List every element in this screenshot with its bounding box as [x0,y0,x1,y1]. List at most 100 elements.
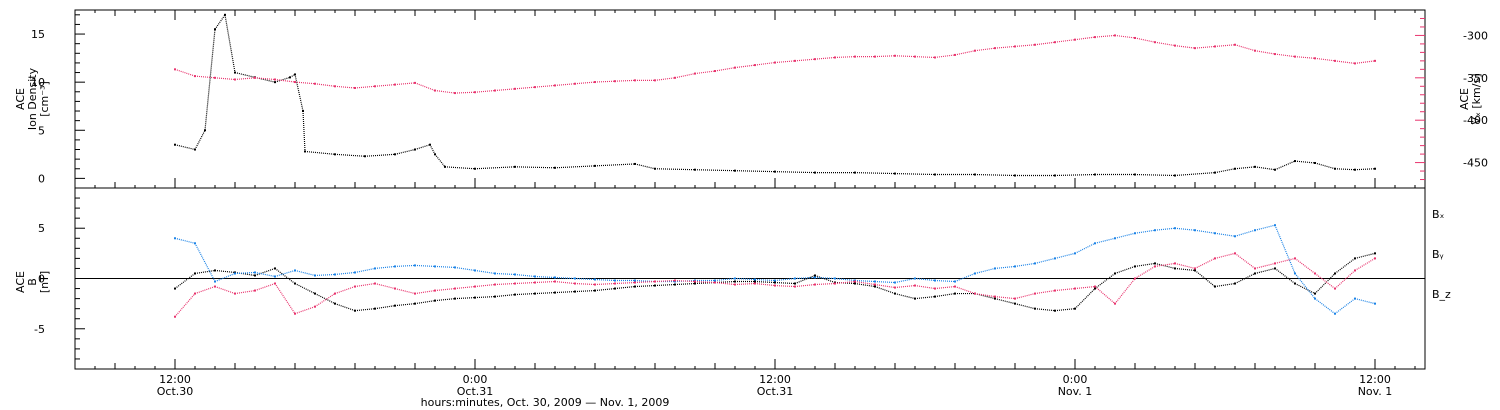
bottom-trace [1294,273,1316,299]
top-trace [934,54,956,59]
bottom-trace [414,264,436,268]
legend-entry: Bₓ [1432,208,1445,221]
bottom-trace [614,281,636,285]
top-trace [1254,166,1276,171]
y-tick-label-top: 15 [31,28,45,41]
bottom-trace [1074,285,1096,290]
top-trace [174,68,196,77]
bottom-trace [894,284,916,289]
bottom-trace [1314,298,1336,315]
bottom-trace [994,296,1016,300]
y-tick-label-bottom: 5 [38,222,45,235]
top-trace [1054,173,1096,177]
bottom-trace [434,287,456,292]
top-trace [774,171,816,174]
top-trace [354,85,376,89]
bottom-trace [454,297,476,300]
bottom-trace [534,280,556,284]
bottom-trace [1134,265,1156,280]
bottom-trace [354,308,376,312]
top-trace [514,166,556,169]
bottom-trace [1354,252,1376,259]
bottom-trace [494,282,516,286]
top-trace [1134,173,1176,177]
bottom-trace [874,280,896,284]
bottom-trace [714,277,736,282]
bottom-trace [654,279,676,283]
top-trace [254,76,276,83]
bottom-trace [1094,286,1116,305]
bottom-trace [554,276,576,280]
bottom-trace [194,285,216,295]
x-tick-time-label: 12:00 [159,373,191,386]
bottom-trace [174,272,196,290]
bottom-trace [1014,303,1036,310]
bottom-trace [434,298,456,302]
top-trace [674,72,696,79]
top-trace [394,148,416,155]
y-tick-label-bottom: -5 [34,323,45,336]
bottom-trace [1114,232,1136,239]
top-trace [1314,162,1336,170]
top-trace [734,64,756,69]
bottom-trace [1354,257,1376,271]
top-trace [994,45,1016,49]
bottom-trace [1034,257,1056,264]
bottom-trace [374,265,396,270]
bottom-trace [654,283,676,287]
bottom-trace [554,290,576,294]
top-trace [1214,168,1236,174]
bottom-trace [714,280,736,284]
x-tick-time-label: 0:00 [1063,373,1088,386]
bottom-trace [854,279,876,283]
bottom-trace [1254,267,1276,275]
bottom-trace [1254,224,1276,231]
top-trace [474,166,516,170]
top-trace [334,153,366,157]
top-trace [554,165,596,169]
bottom-trace [794,283,816,288]
bottom-trace [1014,262,1036,268]
bottom-trace [914,296,936,300]
bottom-trace [454,285,476,290]
bottom-trace [1174,227,1196,231]
bottom-trace [1094,237,1116,244]
bottom-trace [254,271,276,278]
top-trace [294,74,304,112]
y2-tick-label: -450 [1463,157,1488,170]
top-trace [234,71,256,78]
top-trace [734,170,776,173]
bottom-trace [474,283,496,288]
bottom-trace [374,305,396,310]
bottom-trace [514,292,536,296]
bottom-trace [594,282,616,286]
bottom-trace [1134,262,1156,268]
top-trace [254,77,276,81]
bottom-trace [974,267,996,275]
bottom-trace [834,280,856,285]
bottom-trace [494,293,516,298]
bottom-trace [734,277,756,281]
top-trace [1274,160,1296,171]
plot-frames [74,9,1426,370]
top-trace [974,173,1016,177]
bottom-trace [1074,288,1096,310]
bottom-trace [1194,257,1216,269]
top-trace [1234,44,1256,52]
bottom-trace [394,264,416,268]
top-trace [1294,160,1316,164]
bottom-trace [254,282,276,292]
top-trace [1234,166,1256,170]
bottom-trace [634,280,656,284]
bottom-trace [914,284,936,290]
top-trace [554,83,576,87]
top-trace [494,88,516,92]
x-tick-time-label: 12:00 [1359,373,1391,386]
bottom-trace [1054,308,1076,312]
bottom-trace [1174,262,1196,270]
bottom-trace [894,277,916,284]
bottom-trace [354,267,376,274]
bottom-trace [1054,252,1076,259]
x-tick-date-label: Nov. 1 [1358,385,1393,398]
bottom-trace [934,279,956,283]
